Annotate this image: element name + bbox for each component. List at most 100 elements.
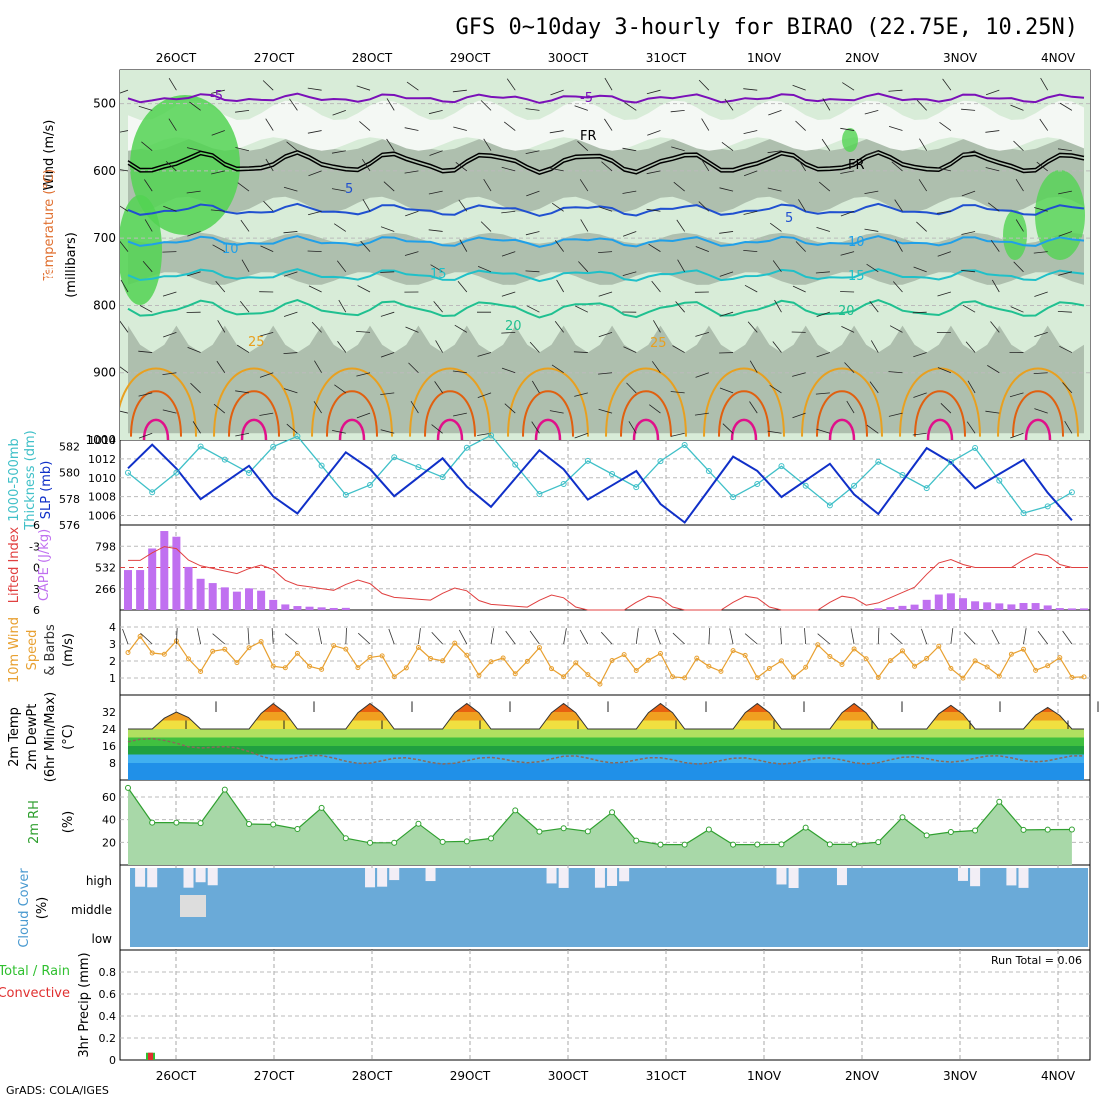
wind-barb xyxy=(1058,190,1072,195)
tick-wind: 3 xyxy=(109,638,116,651)
wind-speed-point xyxy=(536,645,542,651)
wind-barb xyxy=(262,80,274,91)
wind-barb xyxy=(842,82,855,91)
wind-barb xyxy=(722,423,734,434)
y-title-wind10-unit: (m/s) xyxy=(61,633,76,667)
cape-bar xyxy=(1055,608,1064,610)
rh2m-point xyxy=(294,825,301,832)
wind-barb xyxy=(719,387,734,394)
dewpoint-line xyxy=(127,737,1085,765)
wind-speed-point xyxy=(1045,663,1051,669)
rh2m-point xyxy=(584,828,591,835)
wind-barb xyxy=(211,170,225,175)
wind-barb xyxy=(283,271,298,277)
cloud-gap xyxy=(377,868,388,887)
rh2m-point xyxy=(899,814,906,821)
wind-barb xyxy=(965,341,976,353)
tick-profile: 800 xyxy=(93,298,116,312)
wind-speed-point xyxy=(125,650,131,655)
wind-barb xyxy=(286,141,298,152)
tick-profile: 900 xyxy=(93,366,116,380)
wind-barb xyxy=(483,138,492,151)
wind-barb-10m xyxy=(318,628,323,645)
rh2m-point xyxy=(609,809,616,816)
cape-bar xyxy=(208,583,217,610)
cloud-gap xyxy=(195,868,206,883)
wind-barb xyxy=(821,138,831,151)
wind-barb xyxy=(870,340,879,353)
wind-barb xyxy=(165,161,177,172)
isotherm-30 xyxy=(130,390,182,437)
isotherm-35 xyxy=(828,418,856,440)
y-title-thickness-2: Thickness (dm) xyxy=(23,430,38,530)
wind-barb xyxy=(144,219,153,232)
wind-barb xyxy=(767,430,782,434)
wind-barb xyxy=(433,301,443,313)
wind-barb xyxy=(578,261,589,273)
wind-barb xyxy=(1036,161,1048,172)
wind-barb xyxy=(138,105,153,111)
wind-barb xyxy=(1057,311,1072,313)
cape-bar xyxy=(1031,603,1040,610)
thickness-point xyxy=(415,464,422,471)
wind-barb xyxy=(937,291,952,297)
wind-speed-point xyxy=(912,663,918,669)
wind-barb xyxy=(913,266,927,273)
cape-bar xyxy=(148,548,157,610)
cape-bar xyxy=(172,536,181,610)
thickness-point xyxy=(754,480,761,487)
wind-barb-10m xyxy=(991,629,1000,645)
wind-barb xyxy=(601,161,613,172)
wind-barb-10m xyxy=(284,633,298,645)
thickness-point xyxy=(778,463,785,470)
cape-bar xyxy=(329,607,338,610)
thickness-point xyxy=(294,433,301,440)
wind-barb xyxy=(120,205,129,212)
wind-barb xyxy=(503,121,516,131)
wind-barb xyxy=(792,412,806,419)
wind-barb-10m xyxy=(890,632,903,645)
thickness-point xyxy=(972,445,979,452)
isotherm-label: 15 xyxy=(848,269,865,284)
wind-barb xyxy=(695,246,710,253)
wind-barb xyxy=(1040,77,1049,91)
tick-precip: 0.8 xyxy=(99,966,117,979)
wind-barb xyxy=(698,201,710,212)
wind-barb xyxy=(410,400,419,414)
wind-barb xyxy=(356,331,371,333)
rh2m-point xyxy=(1044,826,1051,833)
wind-barb xyxy=(331,150,346,154)
wind-speed-point xyxy=(343,646,349,652)
wind-speed-point xyxy=(403,665,409,671)
thickness-point xyxy=(560,481,567,488)
date-label-top: 26OCT xyxy=(156,51,197,65)
cape-li-panel xyxy=(120,531,1090,611)
rh2m-point xyxy=(125,784,131,791)
isotherm-neg5 xyxy=(127,92,1085,104)
wind-barb xyxy=(940,403,952,414)
y-title-wind10-1: 10m Wind xyxy=(7,617,22,683)
wind-barb xyxy=(211,130,225,136)
isotherm-25 xyxy=(311,367,393,437)
wind-barb xyxy=(120,279,129,293)
rh2m-point xyxy=(633,837,640,844)
isotherm-30 xyxy=(1012,390,1064,437)
wind-barb xyxy=(404,251,419,256)
wind-barb xyxy=(356,85,371,91)
wind-barb xyxy=(333,223,347,232)
wind-barb xyxy=(888,412,903,417)
wind-barb xyxy=(961,150,976,155)
wind-barb xyxy=(772,260,782,273)
wind-barb-10m xyxy=(672,632,685,645)
thickness-point xyxy=(221,456,228,463)
y-title-rh: RH (%) xyxy=(42,267,57,312)
cape-bar xyxy=(1080,608,1088,610)
wind-barb xyxy=(189,101,201,111)
wind-barb xyxy=(215,281,226,293)
wind-barb xyxy=(936,210,951,214)
wind-barb xyxy=(622,231,637,237)
wind-barb xyxy=(236,344,250,353)
date-label-bottom: 1NOV xyxy=(747,1069,782,1083)
wind-barb xyxy=(961,231,976,235)
wind-barb xyxy=(695,372,709,378)
